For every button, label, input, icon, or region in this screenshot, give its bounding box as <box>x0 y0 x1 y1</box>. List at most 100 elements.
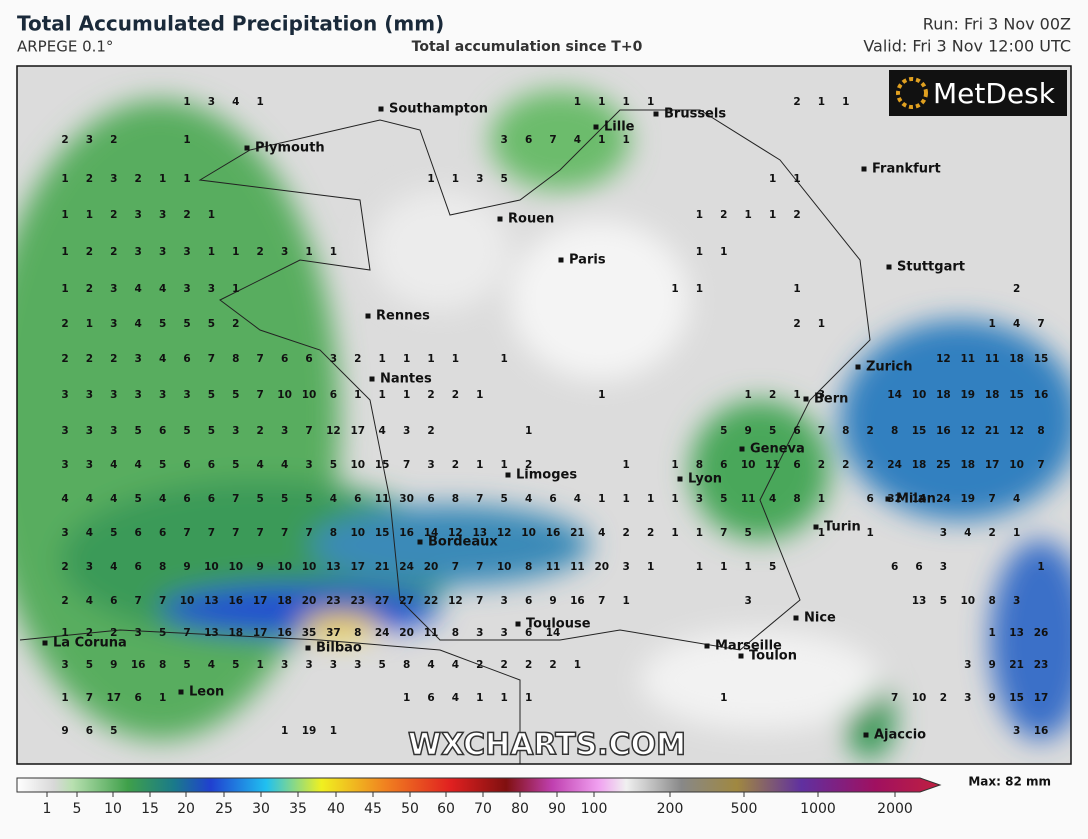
grid-value: 3 <box>86 389 93 401</box>
grid-value: 3 <box>281 659 288 671</box>
grid-value: 27 <box>399 595 414 607</box>
grid-value: 6 <box>208 493 215 505</box>
grid-value: 8 <box>452 493 459 505</box>
grid-value: 12 <box>1009 425 1024 437</box>
grid-value: 1 <box>61 246 68 258</box>
grid-value: 1 <box>1037 561 1044 573</box>
grid-value: 8 <box>354 627 361 639</box>
grid-value: 22 <box>424 595 439 607</box>
grid-value: 32 <box>887 493 902 505</box>
grid-value: 2 <box>86 627 93 639</box>
grid-value: 3 <box>501 134 508 146</box>
grid-value: 3 <box>110 389 117 401</box>
legend-tick-label: 200 <box>657 801 684 817</box>
grid-value: 21 <box>1009 659 1024 671</box>
grid-value: 6 <box>183 353 190 365</box>
grid-value: 6 <box>183 459 190 471</box>
grid-value: 2 <box>110 246 117 258</box>
city-label: Rouen <box>508 212 554 227</box>
grid-value: 9 <box>745 425 752 437</box>
grid-value: 6 <box>330 389 337 401</box>
grid-value: 2 <box>232 318 239 330</box>
grid-value: 3 <box>86 425 93 437</box>
grid-value: 3 <box>305 459 312 471</box>
precip-field <box>17 66 1071 764</box>
grid-value: 18 <box>228 627 243 639</box>
grid-value: 2 <box>452 389 459 401</box>
grid-value: 6 <box>525 595 532 607</box>
grid-value: 7 <box>549 134 556 146</box>
grid-value: 2 <box>867 459 874 471</box>
grid-value: 1 <box>452 353 459 365</box>
grid-value: 26 <box>1034 627 1049 639</box>
grid-value: 25 <box>936 459 951 471</box>
city-label: Marseille <box>715 639 782 654</box>
grid-value: 18 <box>960 459 975 471</box>
grid-value: 5 <box>769 561 776 573</box>
grid-value: 16 <box>131 659 146 671</box>
grid-value: 3 <box>940 527 947 539</box>
grid-value: 4 <box>769 493 776 505</box>
city-label: La Coruna <box>53 636 127 651</box>
grid-value: 4 <box>159 493 166 505</box>
grid-value: 10 <box>302 561 317 573</box>
grid-value: 10 <box>960 595 975 607</box>
grid-value: 3 <box>1013 725 1020 737</box>
grid-value: 1 <box>86 209 93 221</box>
grid-value: 3 <box>232 425 239 437</box>
grid-value: 24 <box>375 627 390 639</box>
grid-value: 4 <box>1013 493 1020 505</box>
grid-value: 2 <box>793 318 800 330</box>
grid-value: 1 <box>720 246 727 258</box>
grid-value: 16 <box>546 527 561 539</box>
title: Total Accumulated Precipitation (mm) <box>17 12 444 36</box>
grid-value: 1 <box>183 96 190 108</box>
grid-value: 1 <box>793 173 800 185</box>
city-label: Nice <box>804 611 836 626</box>
grid-value: 1 <box>330 725 337 737</box>
grid-value: 10 <box>521 527 536 539</box>
grid-value: 6 <box>525 627 532 639</box>
subtitle: Total accumulation since T+0 <box>412 39 643 55</box>
grid-value: 2 <box>86 283 93 295</box>
grid-value: 2 <box>793 209 800 221</box>
grid-value: 4 <box>379 425 386 437</box>
grid-value: 6 <box>549 493 556 505</box>
grid-value: 1 <box>818 527 825 539</box>
grid-value: 6 <box>354 493 361 505</box>
grid-value: 11 <box>570 561 585 573</box>
grid-value: 4 <box>598 527 605 539</box>
grid-value: 15 <box>375 527 390 539</box>
grid-value: 1 <box>305 246 312 258</box>
city-label: Toulouse <box>526 617 591 632</box>
grid-value: 1 <box>598 96 605 108</box>
grid-value: 2 <box>427 389 434 401</box>
grid-value: 3 <box>964 659 971 671</box>
grid-value: 6 <box>427 692 434 704</box>
grid-value: 8 <box>989 595 996 607</box>
grid-value: 20 <box>594 561 609 573</box>
grid-value: 7 <box>452 561 459 573</box>
grid-value: 7 <box>257 389 264 401</box>
grid-value: 7 <box>208 353 215 365</box>
grid-value: 3 <box>281 425 288 437</box>
grid-value: 13 <box>204 595 219 607</box>
city-marker <box>653 111 659 117</box>
grid-value: 1 <box>476 389 483 401</box>
legend-tick-label: 20 <box>177 801 195 817</box>
grid-value: 9 <box>183 561 190 573</box>
grid-value: 1 <box>183 134 190 146</box>
grid-value: 18 <box>985 389 1000 401</box>
grid-value: 1 <box>476 692 483 704</box>
grid-value: 14 <box>546 627 561 639</box>
grid-value: 11 <box>960 353 975 365</box>
grid-value: 20 <box>399 627 414 639</box>
grid-value: 35 <box>302 627 317 639</box>
grid-value: 1 <box>696 561 703 573</box>
grid-value: 6 <box>183 493 190 505</box>
grid-value: 1 <box>379 389 386 401</box>
legend-tick-label: 1 <box>43 801 52 817</box>
grid-value: 3 <box>403 425 410 437</box>
grid-value: 1 <box>623 493 630 505</box>
grid-value: 9 <box>110 659 117 671</box>
